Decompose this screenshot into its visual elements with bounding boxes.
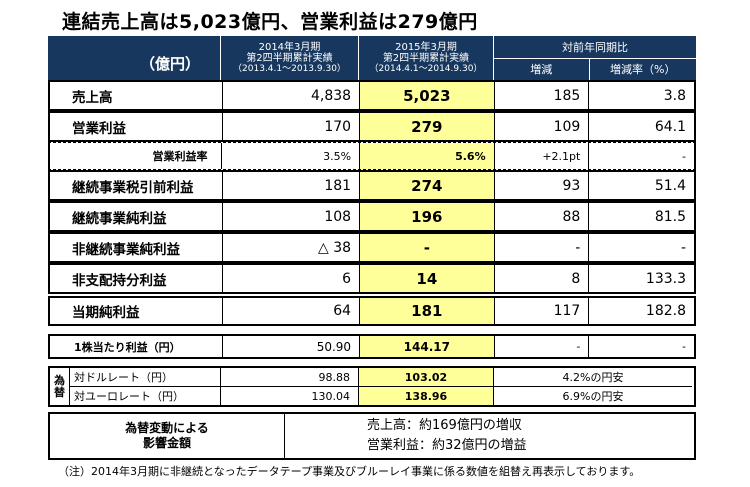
fx-tag-1: 為 (54, 373, 65, 387)
prev-period-desc: 第2四半期累計実績 (246, 52, 333, 64)
row-label: 当期純利益 (50, 298, 223, 324)
row-curr: 274 (360, 172, 495, 199)
fx-usd-row: 対ドルレート（円） 98.88 103.02 4.2%の円安 (70, 368, 692, 387)
fx-eur-note: 6.9%の円安 (562, 390, 624, 403)
table-header: （億円） 2014年3月期 第2四半期累計実績 （2013.4.1～2013.9… (48, 36, 696, 80)
eps-label: 1株当たり利益（円） (50, 336, 223, 357)
row-rate: 182.8 (645, 303, 686, 319)
row-rate: - (680, 239, 686, 256)
row-rate: 81.5 (654, 208, 686, 225)
table-row: 売上高 4,838 5,023 185 3.8 (48, 80, 696, 111)
row-rate: - (682, 149, 686, 163)
page-title: 連結売上高は5,023億円、営業利益は279億円 (62, 11, 478, 33)
impact-label: 為替変動による 影響金額 (50, 414, 285, 458)
row-rate: 133.3 (645, 270, 686, 287)
fx-eur-prev: 130.04 (221, 387, 359, 405)
row-rate: 51.4 (654, 177, 686, 194)
table-row: 営業利益率 3.5% 5.6% +2.1pt - (48, 142, 696, 170)
impact-label-2: 影響金額 (142, 436, 191, 450)
row-prev: 108 (223, 203, 361, 230)
row-label: 継続事業税引前利益 (50, 172, 223, 199)
fx-usd-label: 対ドルレート（円） (70, 368, 221, 386)
impact-sales: 売上高：約169億円の増収 (367, 418, 522, 433)
impact-op: 営業利益：約32億円の増益 (367, 438, 527, 453)
row-rate: 3.8 (663, 87, 686, 104)
row-diff: 117 (495, 298, 590, 324)
prev-period-range: （2013.4.1～2013.9.30） (233, 63, 346, 74)
table-row: 当期純利益 64 181 117 182.8 (48, 296, 696, 326)
curr-period-header: 2015年3月期 第2四半期累計実績 （2014.4.1～2014.9.30） (359, 36, 494, 80)
impact-label-1: 為替変動による (125, 421, 209, 435)
yoy-title: 対前年同期比 (494, 36, 696, 59)
row-prev: 181 (223, 172, 361, 199)
row-label: 非継続事業純利益 (50, 234, 223, 261)
fx-impact-block: 為替変動による 影響金額 売上高：約169億円の増収 営業利益：約32億円の増益 (48, 412, 696, 460)
yoy-header: 対前年同期比 増減 増減率（%） (494, 36, 696, 80)
impact-values: 売上高：約169億円の増収 営業利益：約32億円の増益 (285, 414, 527, 458)
fx-usd-note: 4.2%の円安 (562, 371, 624, 384)
row-diff: 88 (495, 203, 590, 230)
row-curr: 14 (360, 265, 495, 292)
fx-block: 為 替 対ドルレート（円） 98.88 103.02 4.2%の円安 対ユーロレ… (48, 366, 696, 407)
row-diff: 185 (495, 82, 590, 109)
row-prev: 64 (223, 298, 361, 324)
prev-period-year: 2014年3月期 (258, 41, 321, 53)
row-diff: +2.1pt (495, 143, 590, 169)
row-curr: 5.6% (360, 143, 495, 169)
row-diff: - (495, 234, 590, 261)
eps-curr: 144.17 (360, 336, 495, 357)
fx-eur-row: 対ユーロレート（円） 130.04 138.96 6.9%の円安 (70, 387, 692, 405)
curr-period-range: （2014.4.1～2014.9.30） (369, 63, 483, 74)
rate-header: 増減率（%） (610, 63, 676, 77)
table-row: 非継続事業純利益 △ 38- - - (48, 232, 696, 263)
row-label: 継続事業純利益 (50, 203, 223, 230)
fx-usd-prev: 98.88 (221, 368, 359, 386)
row-curr: 5,023 (360, 82, 495, 109)
row-curr: 181 (360, 298, 495, 324)
fx-tag-2: 替 (54, 385, 65, 399)
row-curr: - (360, 234, 495, 261)
eps-row: 1株当たり利益（円） 50.90 144.17 - - (48, 334, 696, 359)
curr-period-year: 2015年3月期 (395, 41, 457, 53)
fx-usd-curr: 103.02 (359, 368, 494, 386)
row-prev: △ 38 (223, 234, 361, 261)
table-row: 営業利益 170 279 109 64.1 (48, 111, 696, 142)
table-row: 非支配持分利益 6 14 8 133.3 (48, 263, 696, 294)
fx-eur-curr: 138.96 (359, 387, 494, 405)
row-diff: 93 (495, 172, 590, 199)
fx-tag: 為 替 (50, 368, 70, 405)
row-label: 営業利益率 (50, 143, 223, 169)
row-curr: 196 (360, 203, 495, 230)
row-prev: 4,838 (223, 82, 361, 109)
unit-label: （億円） (48, 36, 221, 80)
eps-rate: - (682, 340, 686, 353)
row-label: 非支配持分利益 (50, 265, 223, 292)
row-diff: 8 (495, 265, 590, 292)
row-rate: 64.1 (654, 118, 686, 135)
row-prev: 6 (223, 265, 361, 292)
row-diff: 109 (495, 113, 590, 140)
table-row: 継続事業税引前利益 181 274 93 51.4 (48, 170, 696, 201)
row-prev: 170 (223, 113, 361, 140)
row-prev: 3.5% (222, 143, 361, 169)
footnote: （注）2014年3月期に非継続となったデータテープ事業及びブルーレイ事業に係る数… (58, 465, 641, 478)
row-curr: 279 (360, 113, 495, 140)
table-row: 継続事業純利益 108 196 88 81.5 (48, 201, 696, 232)
eps-prev: 50.90 (223, 336, 361, 357)
fx-eur-label: 対ユーロレート（円） (70, 387, 221, 405)
row-label: 売上高 (50, 82, 223, 109)
diff-header: 増減 (494, 58, 590, 80)
row-label: 営業利益 (50, 113, 223, 140)
prev-period-header: 2014年3月期 第2四半期累計実績 （2013.4.1～2013.9.30） (221, 36, 359, 80)
eps-diff: - (495, 336, 590, 357)
curr-period-desc: 第2四半期累計実績 (382, 52, 470, 64)
